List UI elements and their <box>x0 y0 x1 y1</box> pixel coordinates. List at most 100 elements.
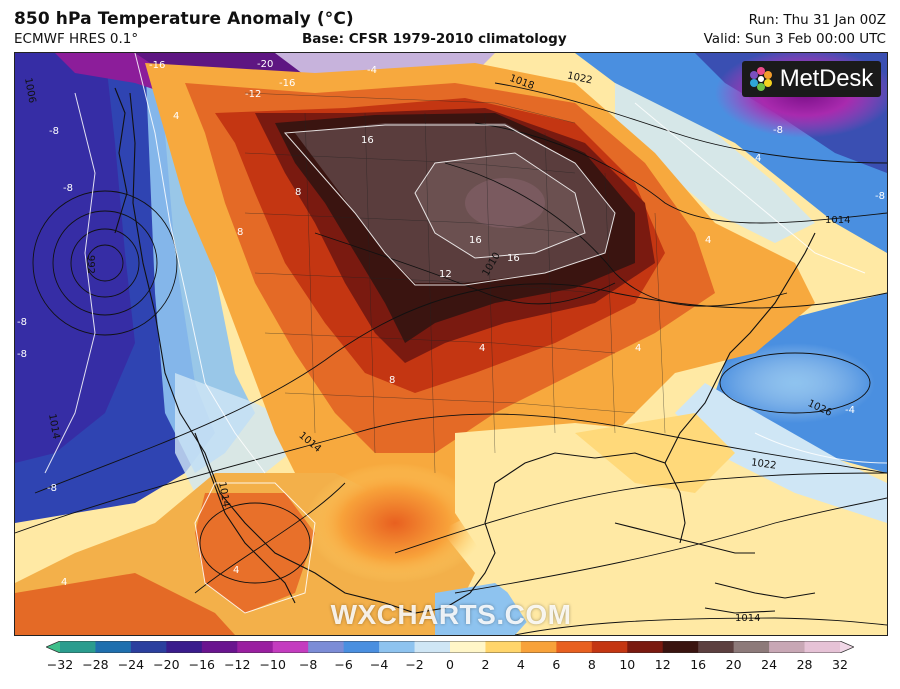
colorbar-tick-label: 6 <box>552 657 561 672</box>
colorbar-tick-label: 24 <box>761 657 778 672</box>
contour-label: -8 <box>49 126 59 137</box>
contour-label: -8 <box>875 191 885 202</box>
contour-label: -8 <box>63 183 73 194</box>
colorbar-max-arrow <box>840 641 854 653</box>
contour-label: 12 <box>439 269 452 280</box>
colorbar-tick-label: −12 <box>224 657 251 672</box>
contour-label: 16 <box>361 135 374 146</box>
contour-label: -12 <box>245 89 262 100</box>
colorbar-labels: −32 −28 −24 −20 −16 −12 −10 −8 −6 −4 −2 0 2 4 6 8 10 12 16… <box>47 657 848 675</box>
isobar-label: 992 <box>85 254 97 275</box>
colorbar-tick-label: −16 <box>188 657 216 672</box>
colorbar-segment <box>414 641 451 653</box>
contour-label: -16 <box>149 60 166 71</box>
isobars <box>15 82 887 635</box>
valid-label: Valid: Sun 3 Feb 00:00 UTC <box>703 31 886 47</box>
colorbar-tick-label: 4 <box>516 657 525 672</box>
anomaly-contours <box>44 53 887 614</box>
contour-label: -20 <box>257 59 274 70</box>
colorbar-segment <box>450 641 486 653</box>
contour-label: 4 <box>705 235 712 246</box>
isobar-label: 1022 <box>750 457 778 472</box>
contour-label: 4 <box>755 153 762 164</box>
contour-label-layer: -16 -20 -16 -12 -4 -8 -8 -8 -8 -8 -4 -8 … <box>15 53 887 635</box>
contour-label: 4 <box>233 565 240 576</box>
isobar-label-layer: 1006 1018 1022 1014 1010 1014 1014 1026 … <box>15 53 887 635</box>
base-label: Base: CFSR 1979-2010 climatology <box>302 31 567 47</box>
contour-label: 16 <box>469 235 482 246</box>
contour-label: 8 <box>237 227 244 238</box>
colorbar-segment <box>130 641 167 653</box>
contour-label: -4 <box>845 405 855 416</box>
run-label: Run: Thu 31 Jan 00Z <box>748 12 886 28</box>
colorbar-tick-label: 28 <box>796 657 813 672</box>
wxcharts-watermark: WXCHARTS.COM <box>330 599 572 630</box>
colorbar-tick-label: 8 <box>587 657 596 672</box>
isobar-label: 1010 <box>480 250 503 279</box>
contour-label: 4 <box>635 343 642 354</box>
colorbar-segment <box>698 641 735 653</box>
contour-label: -8 <box>47 483 57 494</box>
colorbar-min-arrow <box>46 641 60 653</box>
isobar-label: 1022 <box>566 70 594 87</box>
map-canvas <box>15 53 887 635</box>
colorbar-segment <box>166 641 203 653</box>
contour-label: -16 <box>279 78 296 89</box>
colorbar-segment <box>591 641 628 653</box>
isobar-label: 1006 <box>22 77 38 104</box>
colorbar-tick-label: 2 <box>481 657 490 672</box>
colorbar-tick-label: 20 <box>725 657 742 672</box>
isobar-label: 1018 <box>507 72 536 93</box>
colorbar-tick-label: −24 <box>117 657 145 672</box>
colorbar-segment <box>804 641 841 653</box>
colorbar-segment <box>60 641 96 653</box>
anomaly-map: -16 -20 -16 -12 -4 -8 -8 -8 -8 -8 -4 -8 … <box>14 52 888 636</box>
contour-label: -8 <box>17 349 27 360</box>
colorbar-tick-label: −4 <box>369 657 389 672</box>
colorbar-segment <box>662 641 699 653</box>
colorbar-segment <box>485 641 522 653</box>
isobar-label: 1014 <box>825 215 851 226</box>
page-title: 850 hPa Temperature Anomaly (°C) <box>14 9 354 29</box>
contour-label: 4 <box>479 343 486 354</box>
colorbar-tick-label: −8 <box>298 657 318 672</box>
colorbar-tick-label: −6 <box>334 657 353 672</box>
contour-label: -8 <box>773 125 783 136</box>
colorbar-segment <box>201 641 238 653</box>
contour-label: 4 <box>61 577 68 588</box>
colorbar-tick-label: 10 <box>619 657 636 672</box>
colorbar-segment <box>627 641 664 653</box>
colorbar-tick-label: 12 <box>654 657 671 672</box>
colorbar-segment <box>556 641 593 653</box>
model-label: ECMWF HRES 0.1° <box>14 31 139 47</box>
colorbar-tick-label: −20 <box>153 657 180 672</box>
colorbar-tick-label: −2 <box>405 657 424 672</box>
colorbar-segment <box>343 641 380 653</box>
contour-label: -4 <box>367 65 377 76</box>
contour-label: 8 <box>389 375 396 386</box>
isobar-label: 1014 <box>735 613 761 624</box>
isobar-label: 1014 <box>216 481 232 508</box>
contour-label: 4 <box>173 111 180 122</box>
colorbar-segment <box>379 641 416 653</box>
colorbar-segment <box>95 641 132 653</box>
colorbar-tick-label: 0 <box>446 657 454 672</box>
colorbar-segment <box>308 641 345 653</box>
colorbar-tick-label: −10 <box>259 657 286 672</box>
metdesk-flower-icon <box>749 67 772 91</box>
political-borders <box>244 92 666 474</box>
colorbar-segment <box>769 641 806 653</box>
metdesk-logo-text: MetDesk <box>779 65 873 92</box>
colorbar-segment <box>520 641 557 653</box>
coastlines <box>114 87 816 614</box>
colorbar-tick-label: 32 <box>832 657 848 672</box>
metdesk-logo: MetDesk <box>741 61 881 97</box>
colorbar-segment <box>733 641 770 653</box>
colorbar-tick-label: −28 <box>82 657 109 672</box>
colorbar-segment <box>237 641 274 653</box>
colorbar-tick-label: −32 <box>46 657 74 672</box>
isobar-label: 1014 <box>46 413 62 440</box>
contour-label: -8 <box>17 317 27 328</box>
contour-label: 8 <box>295 187 302 198</box>
isobar-label: 1026 <box>805 398 834 419</box>
